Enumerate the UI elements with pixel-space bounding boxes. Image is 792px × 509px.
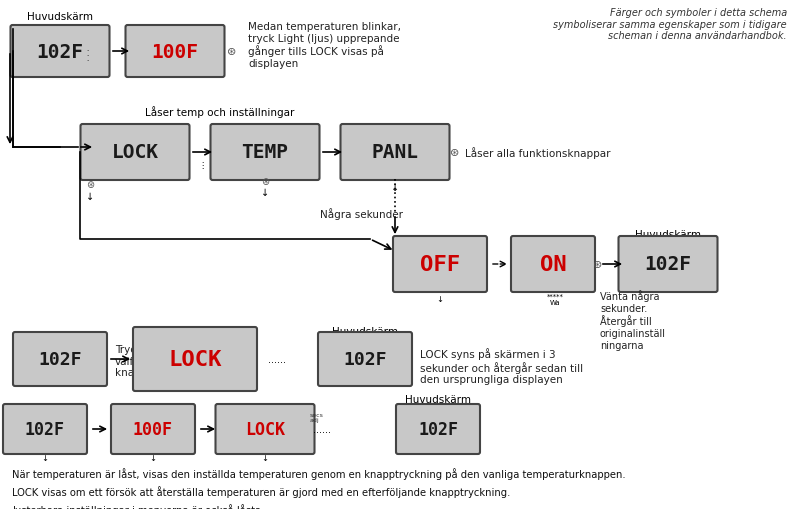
Text: ↓: ↓ <box>391 183 399 192</box>
FancyBboxPatch shape <box>396 404 480 454</box>
FancyBboxPatch shape <box>393 237 487 293</box>
FancyBboxPatch shape <box>511 237 595 293</box>
Text: ↓: ↓ <box>41 453 48 462</box>
Text: 102F: 102F <box>36 42 83 62</box>
FancyBboxPatch shape <box>10 26 109 78</box>
Text: ·: · <box>61 361 63 367</box>
Text: Låser alla funktionsknappar: Låser alla funktionsknappar <box>465 147 611 159</box>
Text: ......: ...... <box>313 424 331 434</box>
FancyBboxPatch shape <box>215 404 314 454</box>
Text: 102F: 102F <box>343 350 386 369</box>
Text: secs
adj: secs adj <box>310 412 324 422</box>
Text: ⊛: ⊛ <box>261 177 269 187</box>
Text: 100F: 100F <box>133 420 173 438</box>
Text: ⊛: ⊛ <box>451 148 459 158</box>
FancyBboxPatch shape <box>111 404 195 454</box>
FancyBboxPatch shape <box>211 125 319 181</box>
Text: ↓: ↓ <box>150 453 157 462</box>
Text: Medan temperaturen blinkar,
tryck Light (ljus) upprepande
gånger tills LOCK visa: Medan temperaturen blinkar, tryck Light … <box>248 22 401 69</box>
Text: Wa: Wa <box>550 299 560 305</box>
Text: ↓: ↓ <box>261 188 269 197</box>
Text: Låser temp och inställningar: Låser temp och inställningar <box>145 106 295 118</box>
FancyBboxPatch shape <box>13 332 107 386</box>
Text: ⊛: ⊛ <box>86 180 94 190</box>
Text: 102F: 102F <box>418 420 458 438</box>
Text: ↓: ↓ <box>261 453 268 462</box>
Text: ⊛: ⊛ <box>227 47 237 57</box>
Text: PANL: PANL <box>371 143 418 162</box>
Text: Några sekunder: Några sekunder <box>320 208 403 219</box>
FancyBboxPatch shape <box>81 125 189 181</box>
Text: OFF: OFF <box>420 254 460 274</box>
FancyBboxPatch shape <box>619 237 718 293</box>
FancyBboxPatch shape <box>341 125 450 181</box>
Text: TEMP: TEMP <box>242 143 288 162</box>
Text: Huvudskärm: Huvudskärm <box>405 394 471 404</box>
FancyBboxPatch shape <box>125 26 224 78</box>
FancyBboxPatch shape <box>3 404 87 454</box>
Text: ......: ...... <box>268 354 286 364</box>
Text: ↓: ↓ <box>86 191 94 202</box>
Text: LOCK: LOCK <box>245 420 285 438</box>
Text: 100F: 100F <box>151 42 199 62</box>
Text: Huvudskärm: Huvudskärm <box>332 326 398 336</box>
FancyBboxPatch shape <box>133 327 257 391</box>
Text: LOCK syns på skärmen i 3
sekunder och återgår sedan till
den ursprungliga displa: LOCK syns på skärmen i 3 sekunder och åt… <box>420 347 583 385</box>
Text: Vänta några
sekunder.
Återgår till
originalinställ
ningarna: Vänta några sekunder. Återgår till origi… <box>600 290 666 350</box>
Text: 102F: 102F <box>25 420 65 438</box>
Text: ON: ON <box>539 254 566 274</box>
Text: ⋮: ⋮ <box>198 161 206 169</box>
Text: Tryck
valfri
knapp: Tryck valfri knapp <box>115 344 147 378</box>
Text: LOCK: LOCK <box>112 143 158 162</box>
Text: ↓: ↓ <box>436 294 444 303</box>
Text: 102F: 102F <box>645 255 691 274</box>
Text: Huvudskärm: Huvudskärm <box>635 230 701 240</box>
Text: *****: ***** <box>546 293 563 299</box>
Text: Huvudskärm: Huvudskärm <box>27 12 93 22</box>
Text: När temperaturen är låst, visas den inställda temperaturen genom en knapptryckni: När temperaturen är låst, visas den inst… <box>12 467 626 509</box>
Text: LOCK: LOCK <box>168 349 222 369</box>
Text: ·
·
·: · · · <box>86 48 88 64</box>
Text: 102F: 102F <box>38 350 82 369</box>
Text: Färger och symboler i detta schema
symboliserar samma egenskaper som i tidigare
: Färger och symboler i detta schema symbo… <box>554 8 787 41</box>
Text: ⊛: ⊛ <box>593 260 603 269</box>
FancyBboxPatch shape <box>318 332 412 386</box>
